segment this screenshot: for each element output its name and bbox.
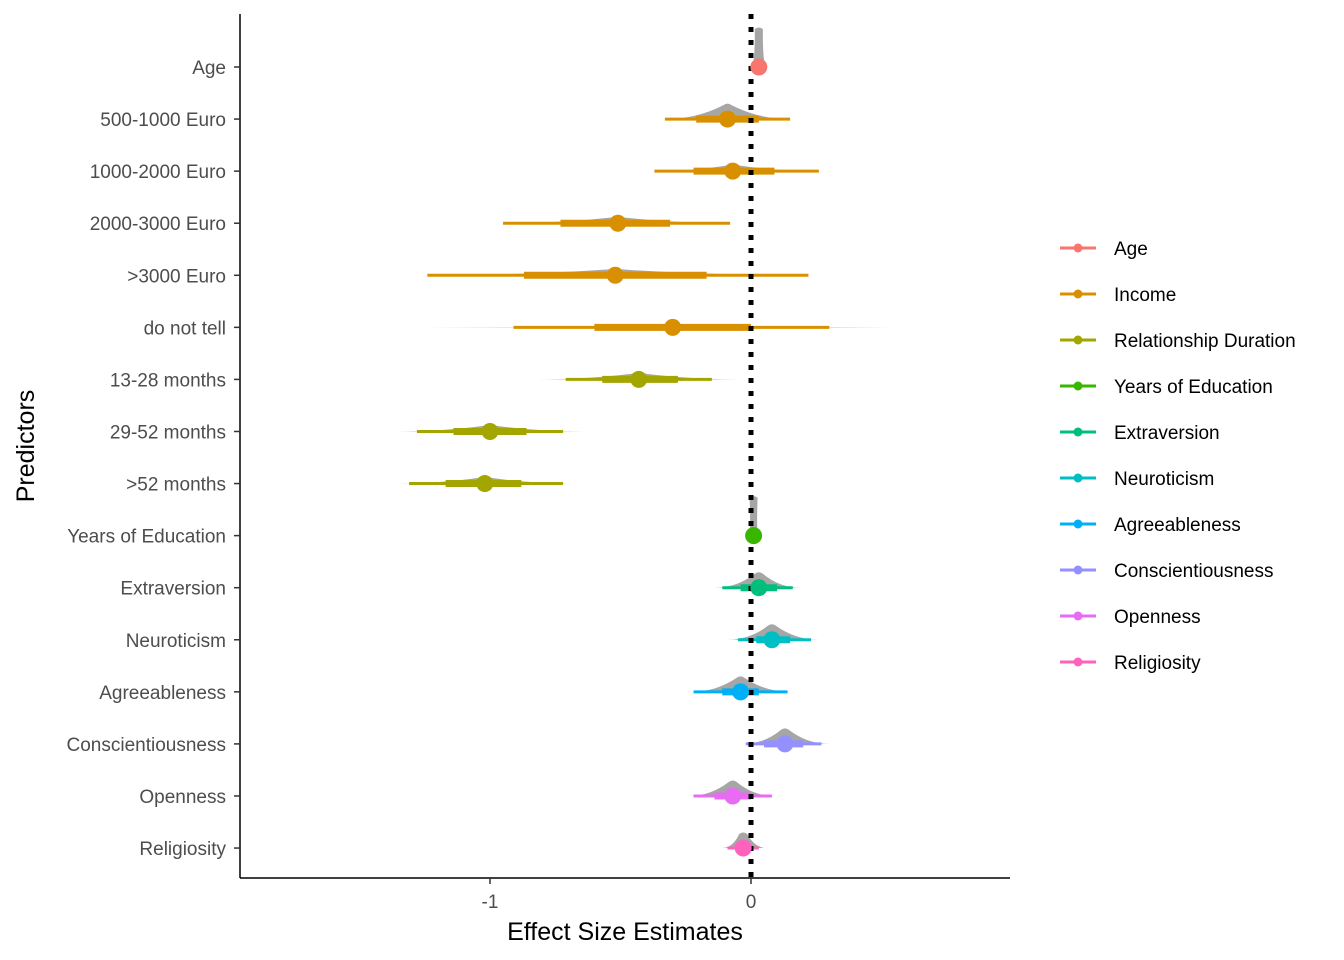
y-tick-label-8: >52 months	[126, 475, 226, 496]
legend-key-point-6	[1073, 519, 1083, 529]
y-tick-label-10: Extraversion	[120, 579, 226, 600]
point-estimate-13	[776, 735, 794, 753]
legend-key-point-3	[1073, 381, 1083, 391]
y-tick-label-4: >3000 Euro	[127, 266, 226, 287]
legend-label-1: Income	[1114, 285, 1176, 306]
point-estimate-14	[724, 787, 742, 805]
y-tick-label-14: Openness	[139, 787, 226, 808]
point-estimate-8	[476, 475, 494, 493]
legend-key-point-8	[1073, 611, 1083, 621]
point-estimate-2	[724, 162, 742, 180]
x-tick-label-1: 0	[746, 892, 757, 913]
legend-label-4: Extraversion	[1114, 423, 1220, 444]
y-tick-label-5: do not tell	[144, 318, 226, 339]
y-tick-label-7: 29-52 months	[110, 422, 226, 443]
point-estimate-5	[664, 318, 682, 336]
point-estimate-7	[481, 422, 499, 440]
legend-label-3: Years of Education	[1114, 377, 1273, 398]
point-estimate-12	[732, 683, 750, 701]
x-tick-label-0: -1	[482, 892, 499, 913]
y-axis-ticks: Age 500-1000 Euro 1000-2000 Euro 2000-3000 …	[67, 58, 240, 860]
credible-intervals	[409, 63, 830, 852]
point-estimate-10	[750, 579, 768, 597]
legend-key-point-5	[1073, 473, 1083, 483]
x-axis-ticks: -1 0	[482, 878, 757, 913]
point-estimates	[476, 58, 794, 857]
y-tick-label-1: 500-1000 Euro	[100, 110, 226, 131]
posterior-densities	[396, 27, 913, 849]
y-tick-label-15: Religiosity	[139, 839, 226, 860]
legend: Age Income Relationship Duration Years of E…	[1060, 239, 1296, 674]
y-axis-title: Predictors	[12, 390, 40, 503]
legend-label-2: Relationship Duration	[1114, 331, 1296, 352]
point-estimate-4	[606, 266, 624, 284]
point-estimate-15	[734, 839, 752, 857]
point-estimate-1	[719, 110, 737, 128]
legend-key-point-4	[1073, 427, 1083, 437]
y-tick-label-0: Age	[192, 58, 226, 79]
legend-label-8: Openness	[1114, 607, 1201, 628]
legend-key-point-0	[1073, 243, 1083, 253]
legend-label-9: Religiosity	[1114, 653, 1201, 674]
density-0	[751, 27, 767, 67]
y-tick-label-9: Years of Education	[67, 527, 226, 548]
legend-key-point-7	[1073, 565, 1083, 575]
x-axis-title: Effect Size Estimates	[507, 918, 743, 946]
legend-label-7: Conscientiousness	[1114, 561, 1273, 582]
legend-key-point-1	[1073, 289, 1083, 299]
legend-label-5: Neuroticism	[1114, 469, 1214, 490]
y-tick-label-11: Neuroticism	[126, 631, 226, 652]
y-tick-label-3: 2000-3000 Euro	[90, 214, 226, 235]
y-tick-label-6: 13-28 months	[110, 370, 226, 391]
legend-label-0: Age	[1114, 239, 1148, 260]
legend-key-point-2	[1073, 335, 1083, 345]
point-estimate-6	[630, 370, 648, 388]
legend-label-6: Agreeableness	[1114, 515, 1241, 536]
point-estimate-11	[763, 631, 781, 649]
point-estimate-9	[745, 527, 763, 545]
y-tick-label-13: Conscientiousness	[67, 735, 226, 756]
point-estimate-3	[609, 214, 627, 232]
y-tick-label-2: 1000-2000 Euro	[90, 162, 226, 183]
point-estimate-0	[750, 58, 768, 76]
legend-key-point-9	[1073, 657, 1083, 667]
y-tick-label-12: Agreeableness	[99, 683, 226, 704]
